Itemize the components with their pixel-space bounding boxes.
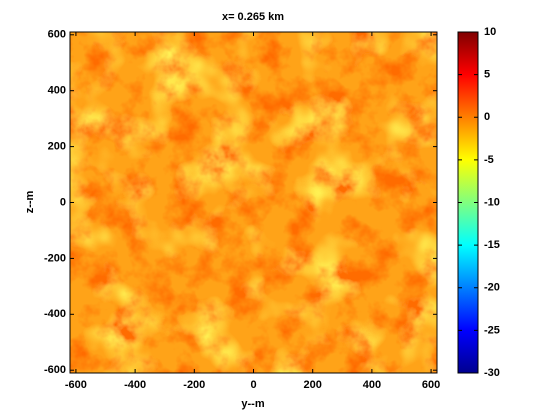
colorbar-tick-label: 10	[484, 26, 496, 38]
y-tick-label: 0	[60, 196, 66, 208]
x-tick-label: 400	[363, 379, 381, 391]
x-axis-label: y--m	[241, 398, 264, 410]
y-tick-label: 600	[48, 29, 66, 41]
y-tick-label: -200	[44, 252, 66, 264]
field-texture	[70, 32, 437, 373]
x-tick-label: -400	[124, 379, 146, 391]
x-tick-label: -200	[183, 379, 205, 391]
colorbar-tick-label: -20	[484, 282, 500, 294]
colorbar-tick-label: 0	[484, 111, 490, 123]
colorbar-tick-label: -10	[484, 196, 500, 208]
colorbar-tick-label: -15	[484, 239, 500, 251]
colorbar-tick-label: -30	[484, 367, 500, 379]
y-tick-label: 200	[48, 141, 66, 153]
x-tick-label: 0	[250, 379, 256, 391]
y-axis-label: z--m	[24, 190, 36, 213]
x-tick-label: -600	[65, 379, 87, 391]
colorbar-tick-label: 5	[484, 69, 490, 81]
x-tick-label: 600	[422, 379, 440, 391]
y-tick-label: -400	[44, 308, 66, 320]
x-tick-label: 200	[304, 379, 322, 391]
chart-title: x= 0.265 km	[222, 11, 284, 23]
colorbar-tick-label: -25	[484, 324, 500, 336]
y-tick-label: 400	[48, 85, 66, 97]
y-tick-label: -600	[44, 364, 66, 376]
colorbar-tick-label: -5	[484, 154, 494, 166]
